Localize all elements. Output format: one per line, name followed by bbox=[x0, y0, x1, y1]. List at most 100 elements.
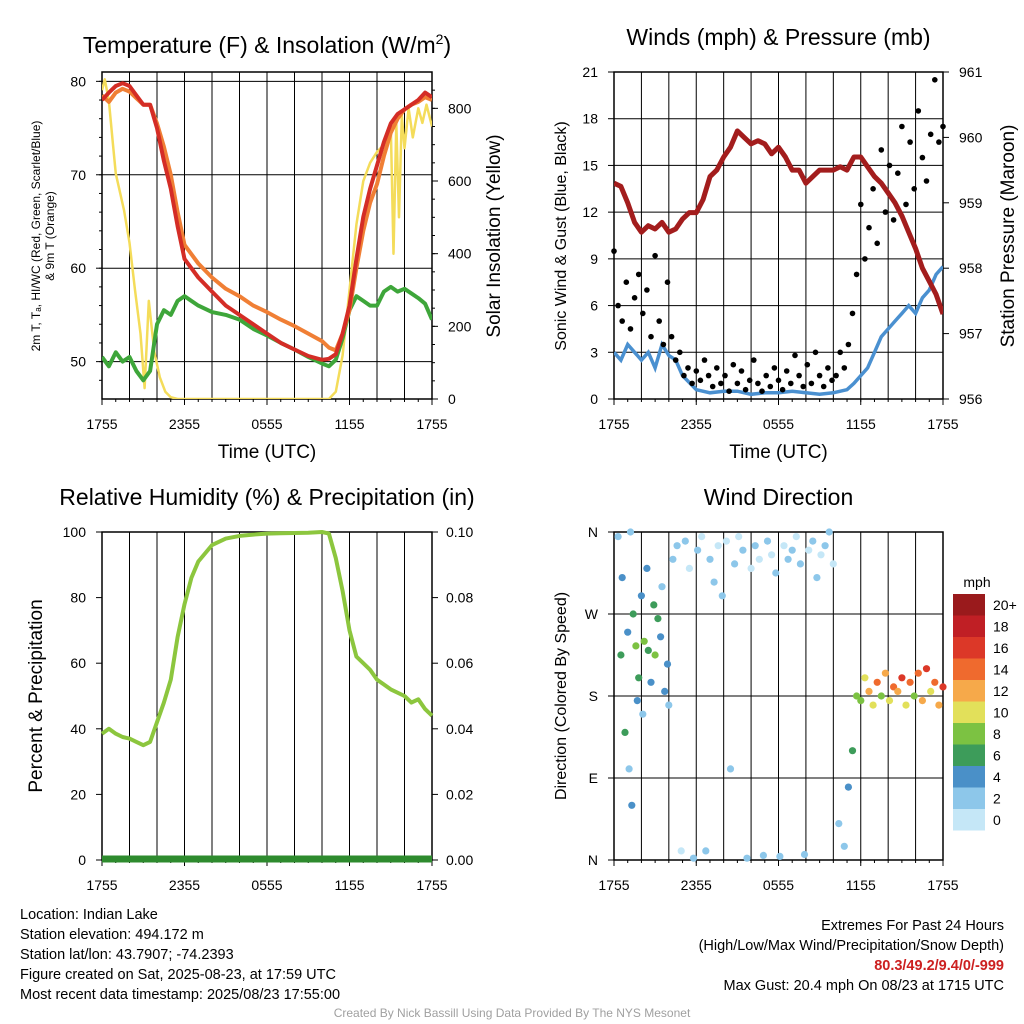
direction-point bbox=[706, 555, 714, 563]
gust-point bbox=[611, 248, 617, 254]
colorbar-label: 10 bbox=[993, 705, 1009, 721]
colorbar-swatch bbox=[953, 680, 985, 702]
gust-point bbox=[742, 386, 749, 393]
gust-point bbox=[755, 380, 761, 387]
series-line bbox=[102, 81, 432, 362]
x-tick-label: 1755 bbox=[416, 416, 447, 432]
direction-point bbox=[755, 555, 763, 563]
direction-point bbox=[651, 651, 659, 659]
direction-point bbox=[625, 765, 633, 773]
y-tick-label-right: 600 bbox=[448, 173, 472, 189]
direction-point bbox=[702, 847, 710, 855]
x-tick-label: 1755 bbox=[416, 877, 447, 893]
direction-point bbox=[914, 669, 922, 677]
y-axis-label: Direction (Colored By Speed) bbox=[553, 592, 570, 800]
direction-point bbox=[718, 592, 726, 600]
gust-point bbox=[895, 170, 901, 176]
gust-point bbox=[623, 279, 630, 286]
direction-point bbox=[677, 847, 685, 855]
y-axis-label-left: Sonic Wind & Gust (Blue, Black) bbox=[553, 121, 570, 350]
y-tick-label-left: 0 bbox=[590, 391, 598, 407]
gust-point bbox=[644, 287, 650, 293]
figure-created: Figure created on Sat, 2025-08-23, at 17… bbox=[20, 967, 336, 983]
gust-point bbox=[677, 349, 683, 356]
gust-point bbox=[796, 372, 802, 379]
y-tick-label: E bbox=[589, 770, 598, 786]
y-tick-label: W bbox=[585, 606, 599, 622]
colorbar-label: 2 bbox=[993, 791, 1001, 807]
y-tick-label: N bbox=[588, 852, 598, 868]
y-label-line-1: 2m T, Tₐ, HI/WC (Red, Green, Scarlet/Blu… bbox=[29, 121, 43, 352]
x-tick-label: 1155 bbox=[846, 877, 876, 893]
colorbar-label: 18 bbox=[993, 619, 1009, 635]
gust-point bbox=[825, 365, 831, 371]
direction-point bbox=[635, 674, 643, 682]
gust-point bbox=[648, 333, 654, 340]
direction-point bbox=[714, 542, 722, 550]
gust-point bbox=[882, 209, 889, 215]
max-gust: Max Gust: 20.4 mph On 08/23 at 1715 UTC bbox=[723, 978, 1004, 994]
x-tick-label: 1755 bbox=[86, 877, 117, 893]
y-tick-label-left: 3 bbox=[590, 344, 598, 360]
direction-point bbox=[906, 678, 914, 686]
y-label-line-2: & 9m T (Orange) bbox=[43, 191, 57, 281]
gust-point bbox=[705, 372, 712, 379]
colorbar-title: mph bbox=[963, 574, 990, 590]
x-axis-label: Time (UTC) bbox=[218, 442, 317, 463]
direction-point bbox=[780, 542, 788, 550]
direction-point bbox=[805, 546, 813, 554]
y-tick-label-right: 960 bbox=[959, 129, 983, 145]
direction-point bbox=[918, 697, 927, 705]
colorbar-label: 6 bbox=[993, 748, 1001, 764]
direction-point bbox=[626, 528, 635, 536]
direction-point bbox=[848, 747, 857, 755]
colorbar-swatch bbox=[953, 787, 985, 809]
gust-point bbox=[858, 201, 864, 208]
gust-point bbox=[816, 372, 823, 379]
direction-point bbox=[788, 546, 796, 554]
gust-point bbox=[697, 377, 704, 384]
direction-point bbox=[614, 533, 622, 541]
y-tick-label-left: 9 bbox=[590, 251, 598, 267]
direction-point bbox=[844, 783, 853, 791]
x-tick-label: 0555 bbox=[251, 416, 282, 432]
direction-point bbox=[763, 537, 772, 545]
y-tick-label-right: 800 bbox=[448, 100, 472, 116]
direction-point bbox=[898, 674, 906, 682]
gust-point bbox=[709, 383, 716, 390]
x-tick-label: 0555 bbox=[251, 877, 282, 893]
gust-point bbox=[734, 380, 741, 387]
gust-point bbox=[886, 162, 893, 169]
gust-point bbox=[907, 139, 913, 145]
y-tick-label-right: 959 bbox=[959, 195, 983, 211]
x-tick-label: 1155 bbox=[334, 877, 364, 893]
colorbar-swatch bbox=[953, 766, 985, 788]
colorbar-swatch bbox=[953, 744, 985, 766]
y-tick-label-right: 0 bbox=[448, 391, 456, 407]
direction-point bbox=[644, 646, 652, 655]
direction-point bbox=[751, 542, 759, 550]
direction-point bbox=[710, 578, 718, 586]
direction-point bbox=[624, 628, 632, 636]
gust-point bbox=[701, 357, 708, 363]
y-tick-label-right: 200 bbox=[448, 318, 472, 334]
x-tick-label: 0555 bbox=[763, 416, 794, 432]
gust-point bbox=[660, 341, 667, 348]
direction-point bbox=[632, 642, 640, 650]
direction-point bbox=[694, 546, 702, 554]
direction-point bbox=[639, 710, 647, 718]
direction-point bbox=[722, 537, 731, 545]
direction-point bbox=[726, 765, 735, 773]
direction-point bbox=[621, 728, 629, 737]
gust-point bbox=[820, 383, 827, 390]
gust-point bbox=[656, 318, 662, 324]
gust-point bbox=[804, 361, 811, 368]
y-tick-label-left: 40 bbox=[70, 721, 86, 737]
y-axis-label-right: Solar Insolation (Yellow) bbox=[484, 134, 505, 337]
gust-point bbox=[759, 388, 765, 395]
y-tick-label-right: 958 bbox=[959, 260, 983, 276]
gust-point bbox=[722, 372, 728, 379]
direction-point bbox=[663, 660, 672, 668]
gust-point bbox=[923, 178, 930, 184]
gust-point bbox=[672, 357, 679, 363]
